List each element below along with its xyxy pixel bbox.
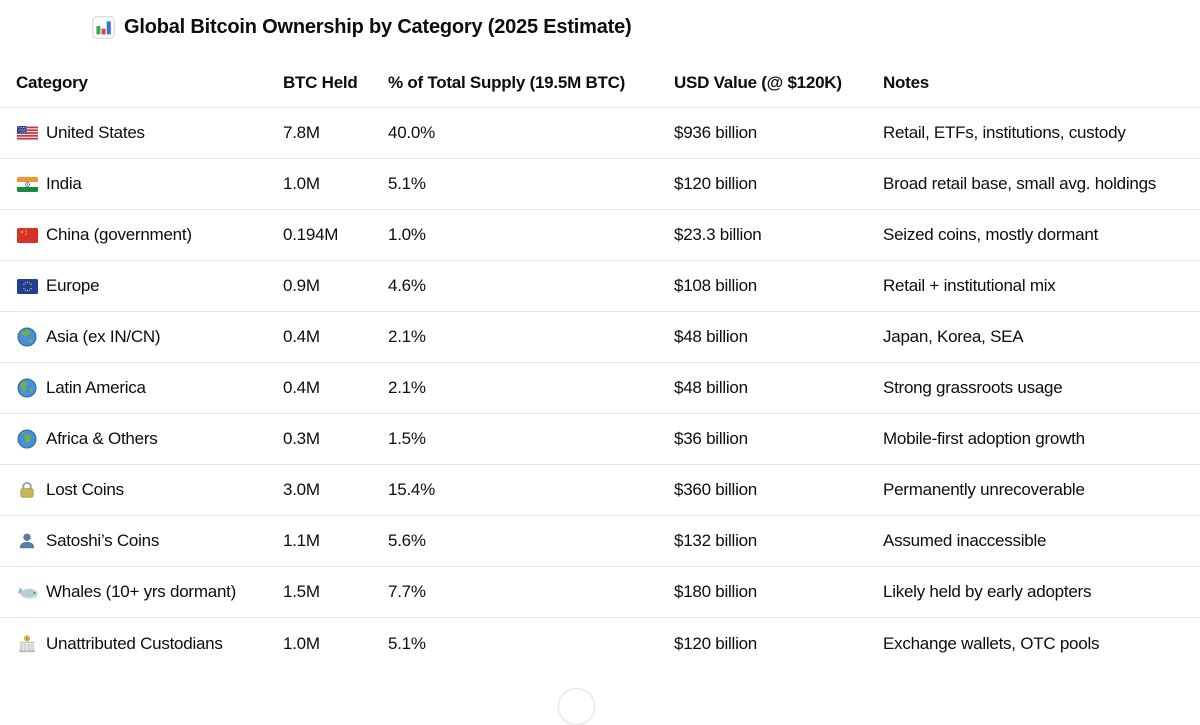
pct-supply-value: 1.0% <box>388 225 426 244</box>
table-row: India 1.0M 5.1% $120 billion Broad retai… <box>0 159 1200 210</box>
btc-held-value: 1.0M <box>283 174 320 193</box>
usd-value: $23.3 billion <box>674 225 762 244</box>
notes-value: Assumed inaccessible <box>883 531 1047 550</box>
notes-value: Seized coins, mostly dormant <box>883 225 1099 244</box>
table-row: Africa & Others 0.3M 1.5% $36 billion Mo… <box>0 414 1200 465</box>
header-btc-held: BTC Held <box>283 72 358 92</box>
btc-held-value: 0.194M <box>283 225 339 244</box>
btc-held-value: 0.4M <box>283 378 320 397</box>
eu-flag-icon <box>16 278 38 294</box>
usd-value: $108 billion <box>674 276 758 295</box>
btc-held-value: 0.3M <box>283 429 320 448</box>
category-label: Asia (ex IN/CN) <box>46 327 161 346</box>
globe-africa-icon <box>16 429 38 449</box>
pct-supply-value: 4.6% <box>388 276 426 295</box>
btc-held-value: 7.8M <box>283 123 320 142</box>
pct-supply-value: 2.1% <box>388 378 426 397</box>
btc-held-value: 0.4M <box>283 327 320 346</box>
table-row: China (government) 0.194M 1.0% $23.3 bil… <box>0 210 1200 261</box>
notes-value: Retail, ETFs, institutions, custody <box>883 123 1126 142</box>
category-label: Europe <box>46 276 100 295</box>
category-label: India <box>46 174 82 193</box>
btc-held-value: 1.0M <box>283 633 320 653</box>
india-flag-icon <box>16 176 38 192</box>
table-row: Satoshi’s Coins 1.1M 5.6% $132 billion A… <box>0 516 1200 567</box>
btc-held-value: 1.1M <box>283 531 320 550</box>
notes-value: Japan, Korea, SEA <box>883 327 1024 346</box>
whale-icon <box>16 583 38 601</box>
btc-held-value: 3.0M <box>283 480 320 499</box>
usd-value: $48 billion <box>674 327 748 346</box>
usd-value: $120 billion <box>674 633 758 653</box>
category-label: Unattributed Custodians <box>46 633 223 653</box>
usd-value: $120 billion <box>674 174 758 193</box>
table-row: Asia (ex IN/CN) 0.4M 2.1% $48 billion Ja… <box>0 312 1200 363</box>
usd-value: $360 billion <box>674 480 758 499</box>
globe-asia-icon <box>16 327 38 347</box>
usd-value: $180 billion <box>674 582 758 601</box>
table-row: $ Unattributed Custodians 1.0M 5.1% $120… <box>0 618 1200 669</box>
usd-value: $132 billion <box>674 531 758 550</box>
table-row: Latin America 0.4M 2.1% $48 billion Stro… <box>0 363 1200 414</box>
header-notes: Notes <box>883 72 929 92</box>
table-row: Europe 0.9M 4.6% $108 billion Retail + i… <box>0 261 1200 312</box>
notes-value: Retail + institutional mix <box>883 276 1056 295</box>
usd-value: $36 billion <box>674 429 748 448</box>
category-label: Africa & Others <box>46 429 158 448</box>
pct-supply-value: 2.1% <box>388 327 426 346</box>
pct-supply-value: 5.1% <box>388 174 426 193</box>
category-label: United States <box>46 123 145 142</box>
table-row: United States 7.8M 40.0% $936 billion Re… <box>0 108 1200 159</box>
notes-value: Permanently unrecoverable <box>883 480 1085 499</box>
page-title: Global Bitcoin Ownership by Category (20… <box>0 0 1200 39</box>
category-label: Satoshi’s Coins <box>46 531 160 550</box>
pct-supply-value: 40.0% <box>388 123 435 142</box>
table-row: Whales (10+ yrs dormant) 1.5M 7.7% $180 … <box>0 567 1200 618</box>
header-category: Category <box>16 72 88 92</box>
notes-value: Mobile-first adoption growth <box>883 429 1085 448</box>
pct-supply-value: 1.5% <box>388 429 426 448</box>
category-label: Latin America <box>46 378 146 397</box>
category-label: Whales (10+ yrs dormant) <box>46 582 237 601</box>
btc-held-value: 1.5M <box>283 582 320 601</box>
category-label: China (government) <box>46 225 192 244</box>
category-label: Lost Coins <box>46 480 124 499</box>
header-usd-value: USD Value (@ $120K) <box>674 72 842 92</box>
bank-icon: $ <box>16 634 38 654</box>
table-header-row: Category BTC Held % of Total Supply (19.… <box>0 58 1200 108</box>
btc-held-value: 0.9M <box>283 276 320 295</box>
bar-chart-icon <box>92 16 115 39</box>
header-pct-supply: % of Total Supply (19.5M BTC) <box>388 72 626 92</box>
usd-value: $936 billion <box>674 123 758 142</box>
china-flag-icon <box>16 227 38 243</box>
notes-value: Likely held by early adopters <box>883 582 1092 601</box>
table-body: United States 7.8M 40.0% $936 billion Re… <box>0 108 1200 669</box>
pct-supply-value: 5.6% <box>388 531 426 550</box>
table-row: Lost Coins 3.0M 15.4% $360 billion Perma… <box>0 465 1200 516</box>
notes-value: Strong grassroots usage <box>883 378 1063 397</box>
usd-value: $48 billion <box>674 378 748 397</box>
us-flag-icon <box>16 125 38 141</box>
ownership-table: Category BTC Held % of Total Supply (19.… <box>0 58 1200 669</box>
bust-silhouette-icon <box>16 531 38 551</box>
scroll-to-bottom-button[interactable] <box>558 688 595 725</box>
globe-americas-icon <box>16 378 38 398</box>
lock-icon <box>16 480 38 500</box>
notes-value: Broad retail base, small avg. holdings <box>883 174 1157 193</box>
page-title-text: Global Bitcoin Ownership by Category (20… <box>124 16 632 38</box>
svg-text:$: $ <box>26 636 29 641</box>
pct-supply-value: 5.1% <box>388 633 426 653</box>
pct-supply-value: 7.7% <box>388 582 426 601</box>
pct-supply-value: 15.4% <box>388 480 435 499</box>
notes-value: Exchange wallets, OTC pools <box>883 633 1100 653</box>
